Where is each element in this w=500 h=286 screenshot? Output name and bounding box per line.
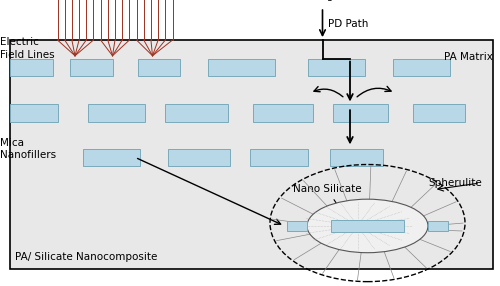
Bar [331,220,404,232]
Bar [332,104,388,122]
Bar [308,59,365,76]
Text: Field Concentration: Field Concentration [62,0,163,1]
Bar [392,59,450,76]
Text: Mica
Nanofillers: Mica Nanofillers [0,138,56,160]
Bar [82,149,140,166]
Bar [70,59,112,76]
Bar [330,149,382,166]
Bar [412,104,465,122]
Bar [252,104,312,122]
Bar [287,221,307,231]
Bar [250,149,308,166]
FancyBboxPatch shape [10,40,492,269]
Text: PA/ Silicate Nanocomposite: PA/ Silicate Nanocomposite [15,253,158,262]
Bar [165,104,228,122]
Bar [208,59,275,76]
Text: Spherulite: Spherulite [429,178,482,188]
Text: PA Matrix: PA Matrix [444,52,492,62]
Text: Nano Silicate: Nano Silicate [293,184,362,194]
Bar [168,149,230,166]
Text: Partial Discharge: Partial Discharge [250,0,340,1]
Bar [138,59,180,76]
Ellipse shape [307,199,428,253]
Bar [88,104,145,122]
Bar [10,59,52,76]
Text: Electric
Field Lines: Electric Field Lines [0,37,54,60]
Text: PD Path: PD Path [328,19,368,29]
Bar [428,221,448,231]
Bar [10,104,58,122]
